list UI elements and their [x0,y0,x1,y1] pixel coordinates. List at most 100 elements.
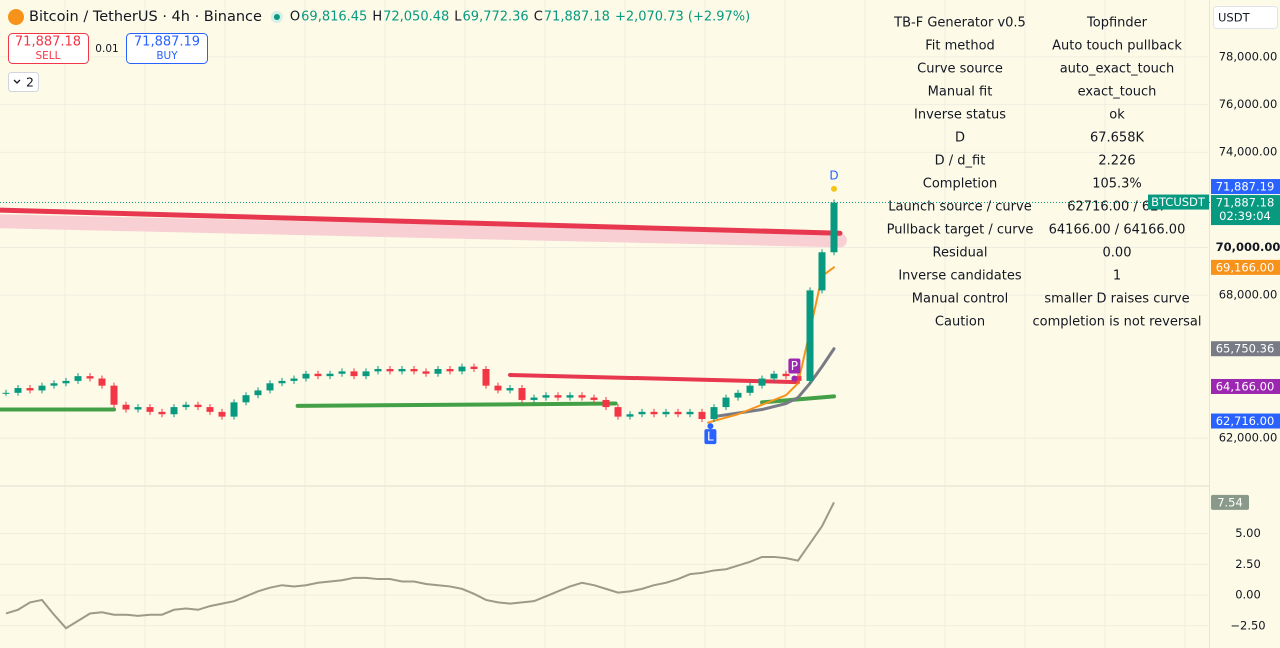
sell-label: SELL [36,50,61,62]
y-tick-label: 78,000.00 [1219,49,1278,63]
candle [266,383,274,391]
table-value: 1 [1113,269,1121,284]
price-tag [1211,413,1280,429]
table-value: 2.226 [1098,154,1135,169]
table-label: D [955,131,965,146]
table-label: Caution [935,315,985,330]
candle [338,371,346,374]
candle [386,368,394,372]
candle [806,290,814,381]
candle [398,368,406,372]
candle [662,411,670,415]
price-tag-label: 62,716.00 [1216,414,1275,428]
sell-price: 71,887.18 [15,35,81,50]
candle [146,407,154,412]
candle [446,368,454,372]
candle [554,395,562,398]
sell-box [8,33,89,64]
overlay-line [0,214,847,248]
candle [278,380,286,384]
candle [302,373,310,379]
candle [62,380,70,384]
candle [242,395,250,403]
candle [38,385,46,391]
overlay-line [760,394,836,405]
currency-label: USDT [1218,11,1251,25]
candle [650,411,658,415]
table-value: Topfinder [1086,16,1148,31]
marker-label: D [829,168,838,182]
candle [758,378,766,386]
countdown: 02:39:04 [1219,209,1271,223]
table-label: Residual [933,246,988,261]
candle [830,202,838,253]
candle [494,385,502,391]
candle [638,411,646,415]
table-value: exact_touch [1078,85,1157,100]
table-label: Inverse candidates [898,269,1022,284]
toggle-box [8,72,39,92]
candle [770,373,778,379]
buy-box [126,33,208,64]
price-tag [1211,259,1280,275]
candle [134,407,142,410]
ohlc-label: H [372,10,382,25]
candle [686,411,694,415]
marker-label: P [791,359,798,373]
ohlc-label: L [454,10,462,25]
candle [410,368,418,372]
price-tag [1211,378,1280,394]
candle [602,399,610,408]
indicator-toggle[interactable]: 2 [8,72,39,92]
candle [314,373,322,377]
table-label: Manual fit [928,85,993,100]
table-value: completion is not reversal [1032,315,1201,330]
candle [374,368,382,372]
candle [542,395,550,398]
candle [326,373,334,377]
candle [170,407,178,415]
overlay-line [0,207,843,236]
marker-dot [707,423,714,430]
table-label: Fit method [925,39,995,54]
ohlc-label: O [290,10,300,25]
table-value: 67.658K [1090,131,1144,146]
price-tag-label: 69,166.00 [1216,260,1275,274]
candle [194,404,202,408]
ohlc-value: 69,816.45 [301,10,367,25]
table-value: Auto touch pullback [1052,39,1182,54]
currency-select[interactable]: USDT [1213,6,1278,29]
oscillator-line [5,501,835,630]
overlay-line [712,347,836,419]
candle [590,397,598,400]
spread: 0.01 [95,43,118,55]
candle [458,366,466,372]
candle [2,392,10,394]
y-tick-label: 2.50 [1235,557,1261,571]
candle [710,407,718,420]
candle [98,378,106,386]
candle [182,404,190,408]
candle [254,390,262,396]
overlay-line [508,372,800,385]
table-label: Manual control [912,292,1008,307]
marker-dot [831,185,837,192]
table-value: ok [1109,108,1125,123]
table-value: auto_exact_touch [1060,62,1175,77]
table-value: 105.3% [1092,177,1142,192]
y-tick-label: 70,000.00 [1216,240,1280,254]
candle [362,371,370,377]
symbol-title: Bitcoin / TetherUS · 4h · Binance [29,9,262,25]
candle [434,368,442,374]
ohlc-label: C [534,10,543,25]
y-tick-label: 0.00 [1235,588,1261,602]
candle [674,411,682,415]
candle [14,388,22,393]
candle [566,395,574,398]
buy-price: 71,887.19 [134,35,200,50]
